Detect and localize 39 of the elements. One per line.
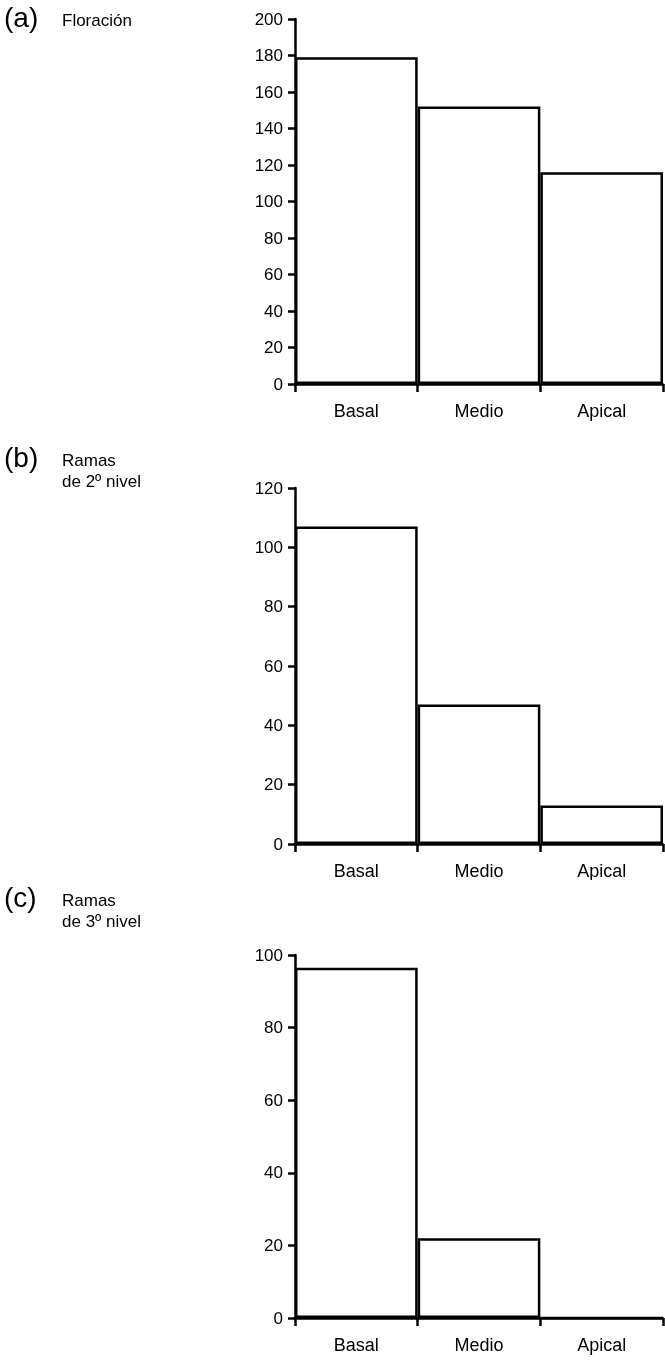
y-tick-label: 200 bbox=[254, 9, 283, 29]
y-tick-label: 80 bbox=[264, 1018, 283, 1038]
y-tick-label: 140 bbox=[254, 119, 283, 138]
y-tick-label: 20 bbox=[264, 338, 283, 357]
y-tick-label: 40 bbox=[264, 301, 283, 321]
y-tick-label: 40 bbox=[264, 715, 283, 735]
text: (c) bbox=[4, 882, 37, 914]
y-tick-label: 60 bbox=[264, 656, 283, 676]
x-tick-label: Basal bbox=[333, 1335, 379, 1355]
text: (a) bbox=[4, 2, 39, 34]
y-axis-title: Floración bbox=[62, 10, 132, 31]
y-tick-label: 20 bbox=[264, 775, 283, 795]
x-tick-label: Basal bbox=[333, 861, 379, 881]
y-tick-label: 80 bbox=[264, 228, 283, 248]
y-tick-label: 160 bbox=[254, 82, 283, 102]
y-tick-label: 0 bbox=[273, 374, 283, 394]
y-tick-label: 60 bbox=[264, 265, 283, 284]
x-tick-label: Apical bbox=[577, 861, 627, 881]
x-tick-label: Medio bbox=[454, 861, 504, 881]
y-tick-label: 0 bbox=[273, 834, 283, 854]
x-tick-label: Apical bbox=[577, 1335, 627, 1355]
y-tick-label: 0 bbox=[273, 1308, 283, 1328]
y-axis-title: Ramas de 2º nivel bbox=[62, 450, 141, 492]
x-tick-label: Medio bbox=[454, 401, 504, 421]
y-tick-label: 60 bbox=[264, 1090, 283, 1110]
y-tick-label: 100 bbox=[254, 537, 283, 557]
y-tick-label: 120 bbox=[254, 155, 283, 175]
y-axis-title: Ramas de 3º nivel bbox=[62, 890, 141, 932]
y-tick-label: 80 bbox=[264, 597, 283, 617]
y-tick-label: 20 bbox=[264, 1235, 283, 1255]
y-tick-label: 40 bbox=[264, 1163, 283, 1183]
x-tick-label: Basal bbox=[333, 401, 379, 421]
y-tick-label: 100 bbox=[254, 192, 283, 211]
x-tick-label: Medio bbox=[454, 1335, 504, 1355]
x-tick-label: Apical bbox=[577, 401, 627, 421]
text: (b) bbox=[4, 442, 39, 474]
y-tick-label: 120 bbox=[254, 478, 283, 498]
y-tick-label: 100 bbox=[254, 945, 283, 965]
y-tick-label: 180 bbox=[254, 46, 283, 65]
